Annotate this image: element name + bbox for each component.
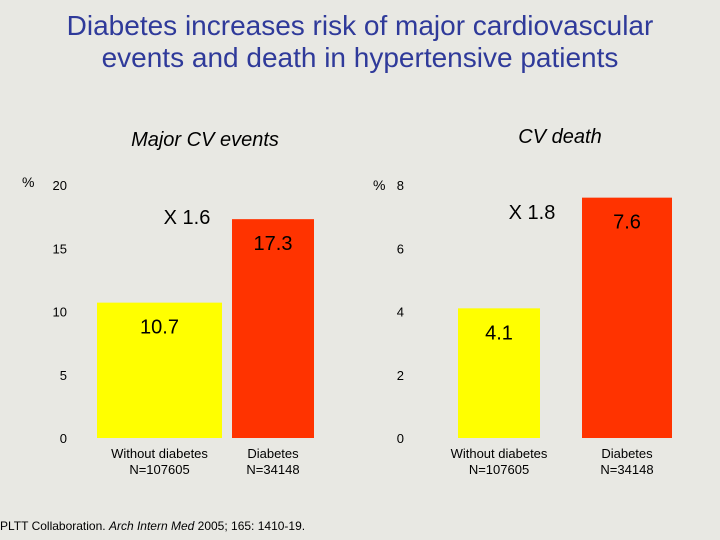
cv-death-y-tick-1: 2 [397,368,404,383]
cv-death-category-label-1-line-2: N=34148 [600,462,653,477]
cv-death-y-tick-3: 6 [397,241,404,256]
slide-title: Diabetes increases risk of major cardiov… [0,10,720,74]
cv-death-value-label-0: 4.1 [485,322,513,344]
citation-suffix: 2005; 165: 1410-19. [194,519,306,533]
cv-events-value-label-1: 17.3 [254,233,293,255]
cv-death-y-unit: % [373,177,385,193]
cv-events-y-tick-3: 15 [53,241,67,256]
cv-events-category-label-1-line-2: N=34148 [246,462,299,477]
cv-events-bar-1 [232,219,314,438]
slide-title-line-2: events and death in hypertensive patient… [101,42,619,73]
cv-events-chart-title: Major CV events [131,129,279,151]
cv-death-chart-title: CV death [518,126,601,148]
cv-events-ratio-annotation: X 1.6 [164,207,211,229]
cv-events-y-tick-1: 5 [60,368,67,383]
cv-death-y-tick-4: 8 [397,178,404,193]
cv-death-category-label-1-line-1: Diabetes [601,446,653,461]
cv-events-bar-0 [97,302,222,438]
cv-death-bar-0 [458,308,540,438]
cv-events-category-label-0-line-1: Without diabetes [111,446,208,461]
cv-death-y-tick-0: 0 [397,431,404,446]
cv-events-value-label-0: 10.7 [140,317,179,339]
cv-death-category-label-0-line-2: N=107605 [469,462,529,477]
cv-death-bar-1 [582,197,672,438]
cv-events-category-label-1-line-1: Diabetes [247,446,299,461]
cv-events-y-unit: % [22,174,34,190]
cv-death-ratio-annotation: X 1.8 [509,202,556,224]
citation: PLTT Collaboration. Arch Intern Med 2005… [0,518,305,534]
cv-death-value-label-1: 7.6 [613,212,641,234]
slide-title-line-1: Diabetes increases risk of major cardiov… [66,10,654,41]
cv-events-y-tick-0: 0 [60,431,67,446]
cv-events-y-tick-2: 10 [53,305,67,320]
cv-events-category-label-0-line-2: N=107605 [129,462,189,477]
cv-death-y-tick-2: 4 [397,305,404,320]
cv-death-category-label-0-line-1: Without diabetes [451,446,548,461]
citation-journal: Arch Intern Med [108,519,195,533]
cv-events-y-tick-4: 20 [53,178,67,193]
citation-prefix: PLTT Collaboration. [0,519,109,533]
